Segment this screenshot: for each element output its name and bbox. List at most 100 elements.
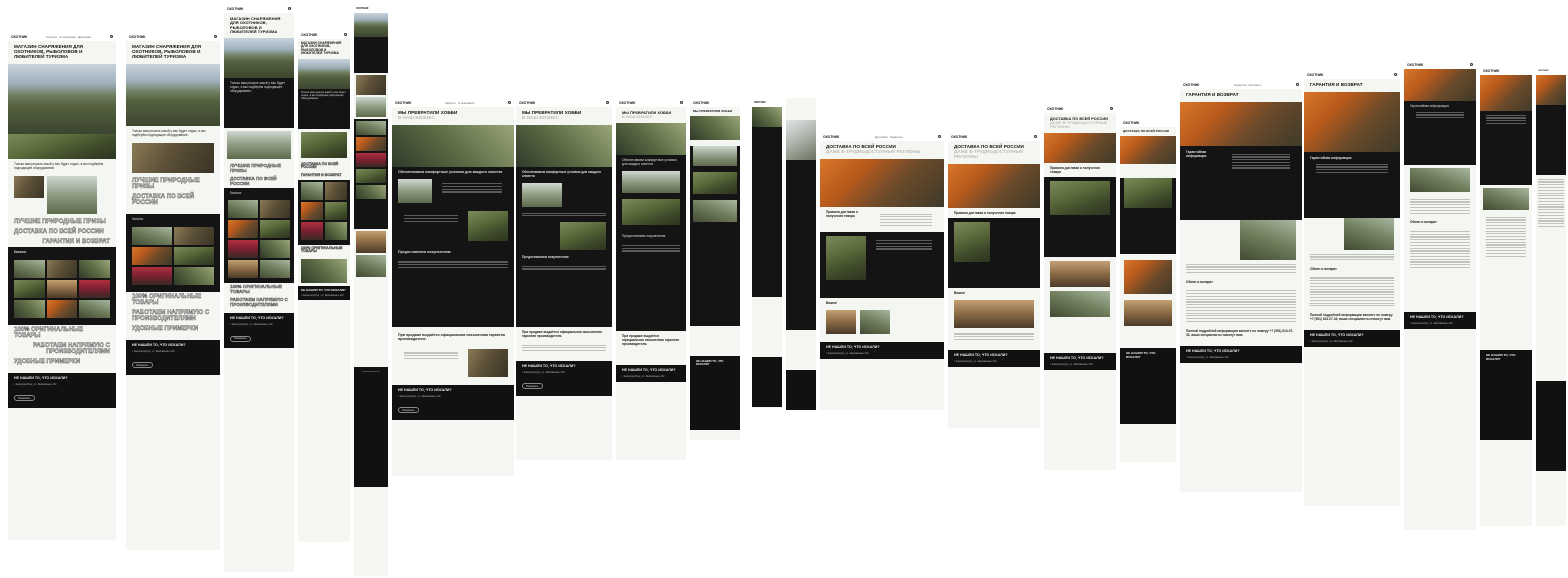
catalog-card[interactable] [174,246,214,265]
logo[interactable]: ОХОТНИК [11,34,28,39]
delivery-dark-section [1044,177,1116,258]
catalog-card[interactable] [46,279,78,298]
catalog-card[interactable] [260,260,290,279]
logo[interactable]: ОХОТНИК [951,134,968,139]
catalog-card[interactable] [260,200,290,219]
site-footer: НЕ НАШЛИ ТО, ЧТО ИСКАЛИ? г. Екатеринбург,… [948,349,1040,367]
catalog-section: Каталог [8,246,116,325]
logo[interactable]: ОХОТНИК [227,6,244,11]
catalog-card[interactable] [174,226,214,245]
menu-icon[interactable] [1394,73,1397,76]
catalog-card[interactable] [228,240,258,259]
logo[interactable]: ОХОТНИК [1483,68,1500,73]
gear-photo [356,231,386,253]
catalog-card[interactable] [132,266,172,285]
logo[interactable]: ОХОТНИК [754,101,766,104]
nav-item[interactable]: О компании [59,34,76,39]
catalog-card[interactable] [46,259,78,278]
nav-item[interactable]: Доставка [874,134,888,139]
catalog-card[interactable] [46,299,78,318]
logo[interactable]: ОХОТНИК [1407,62,1424,67]
call-button[interactable]: Позвонить [132,362,153,369]
catalog-card[interactable] [325,181,347,200]
catalog-card[interactable] [356,137,386,151]
logo[interactable]: ОХОТНИК [356,7,369,10]
search-icon[interactable] [109,35,113,38]
catalog-card[interactable] [356,169,386,183]
catalog-card[interactable] [228,200,258,219]
catalog-card[interactable] [301,221,323,240]
call-button[interactable]: Позвонить [522,383,543,390]
logo[interactable]: ОХОТНИК [1123,120,1140,125]
logo[interactable]: ОХОТНИК [619,100,636,105]
nav-item[interactable]: Гарантия [889,134,903,139]
site-footer: НЕ НАШЛИ ТО, ЧТО ИСКАЛИ? г. Екатеринбург,… [8,372,116,408]
catalog-card[interactable] [79,299,110,318]
menu-icon[interactable] [606,101,609,104]
site-footer [1536,380,1566,471]
call-button[interactable]: Позвонить [14,395,35,402]
catalog-card[interactable] [325,221,347,240]
call-button[interactable]: Позвонить [398,407,419,414]
about-title: МЫ ПРЕВРАТИЛИ ХОББИ В НАШ БИЗНЕС [392,107,514,125]
catalog-card[interactable] [356,185,386,199]
nav-item[interactable]: Контакты [1248,82,1262,87]
menu-icon[interactable] [680,101,683,104]
catalog-card[interactable] [301,181,323,200]
logo[interactable]: ОХОТНИК [519,100,536,105]
nav-item[interactable]: Гарантия [1233,82,1247,87]
warranty-block-title: Гарантийная информация [1410,104,1449,108]
hunter-photo [948,163,1040,208]
menu-icon[interactable] [1034,135,1037,138]
logo[interactable]: ОХОТНИК [1307,72,1324,77]
footer-title: НЕ НАШЛИ ТО, ЧТО ИСКАЛИ? [522,363,576,368]
catalog-card[interactable] [14,259,45,278]
catalog-card[interactable] [79,279,110,298]
catalog-card[interactable] [301,201,323,220]
catalog-card[interactable] [356,153,386,167]
menu-icon[interactable] [214,35,217,38]
search-icon[interactable] [508,101,511,104]
nav-item[interactable]: Доставка [77,34,91,39]
catalog-card[interactable] [14,279,45,298]
promo-heading: 100% ОРИГИНАЛЬНЫЕ ТОВАРЫ [301,245,343,254]
logo[interactable]: ОХОТНИК [823,134,840,139]
catalog-card[interactable] [228,220,258,239]
menu-icon[interactable] [344,33,347,36]
logo[interactable]: ОХОТНИК [1047,106,1064,111]
catalog-card[interactable] [14,299,45,318]
home-mobile-artboard: ОХОТНИК МАГАЗИН СНАРЯЖЕНИЯ ДЛЯ ОХОТНИКОВ… [298,30,350,542]
catalog-card[interactable] [79,259,110,278]
menu-icon[interactable] [1110,107,1113,110]
menu-icon[interactable] [288,7,291,10]
footer-address: г. Екатеринбург, ул. Шейнкмана 113 [1410,321,1453,325]
menu-icon[interactable] [1470,63,1473,66]
about-block-title: Обеспечиваем комфортные условия для кажд… [622,158,677,167]
logo[interactable]: ОХОТНИК [1183,82,1200,87]
nav-item[interactable]: О компании [457,100,475,105]
nav-item[interactable]: Каталог [444,100,456,105]
catalog-card[interactable] [260,240,290,259]
catalog-card[interactable] [228,260,258,279]
nav-item[interactable]: Каталог [46,34,58,39]
catalog-card[interactable] [260,220,290,239]
logo[interactable]: ОХОТНИК [395,100,412,105]
field-photo [1124,300,1172,327]
catalog-card[interactable] [132,246,172,265]
warranty-dark-section [1480,111,1532,185]
logo[interactable]: ОХОТНИК [129,34,146,39]
forest-photo [1344,217,1394,250]
catalog-card[interactable] [325,201,347,220]
catalog-card[interactable] [174,266,214,285]
call-button[interactable]: Позвонить [230,335,251,342]
gear-photo [468,348,508,377]
search-icon[interactable] [1296,83,1299,86]
logo[interactable]: ОХОТНИК [1538,69,1549,72]
search-icon[interactable] [937,135,941,138]
catalog-card[interactable] [132,226,172,245]
warranty-dark-section: Гарантийная информация [1304,151,1400,218]
logo[interactable]: ОХОТНИК [301,32,318,37]
site-footer: НЕ НАШЛИ ТО, ЧТО ИСКАЛИ? г. Екатеринбург,… [616,365,686,383]
catalog-card[interactable] [356,121,386,135]
logo[interactable]: ОХОТНИК [693,100,710,105]
